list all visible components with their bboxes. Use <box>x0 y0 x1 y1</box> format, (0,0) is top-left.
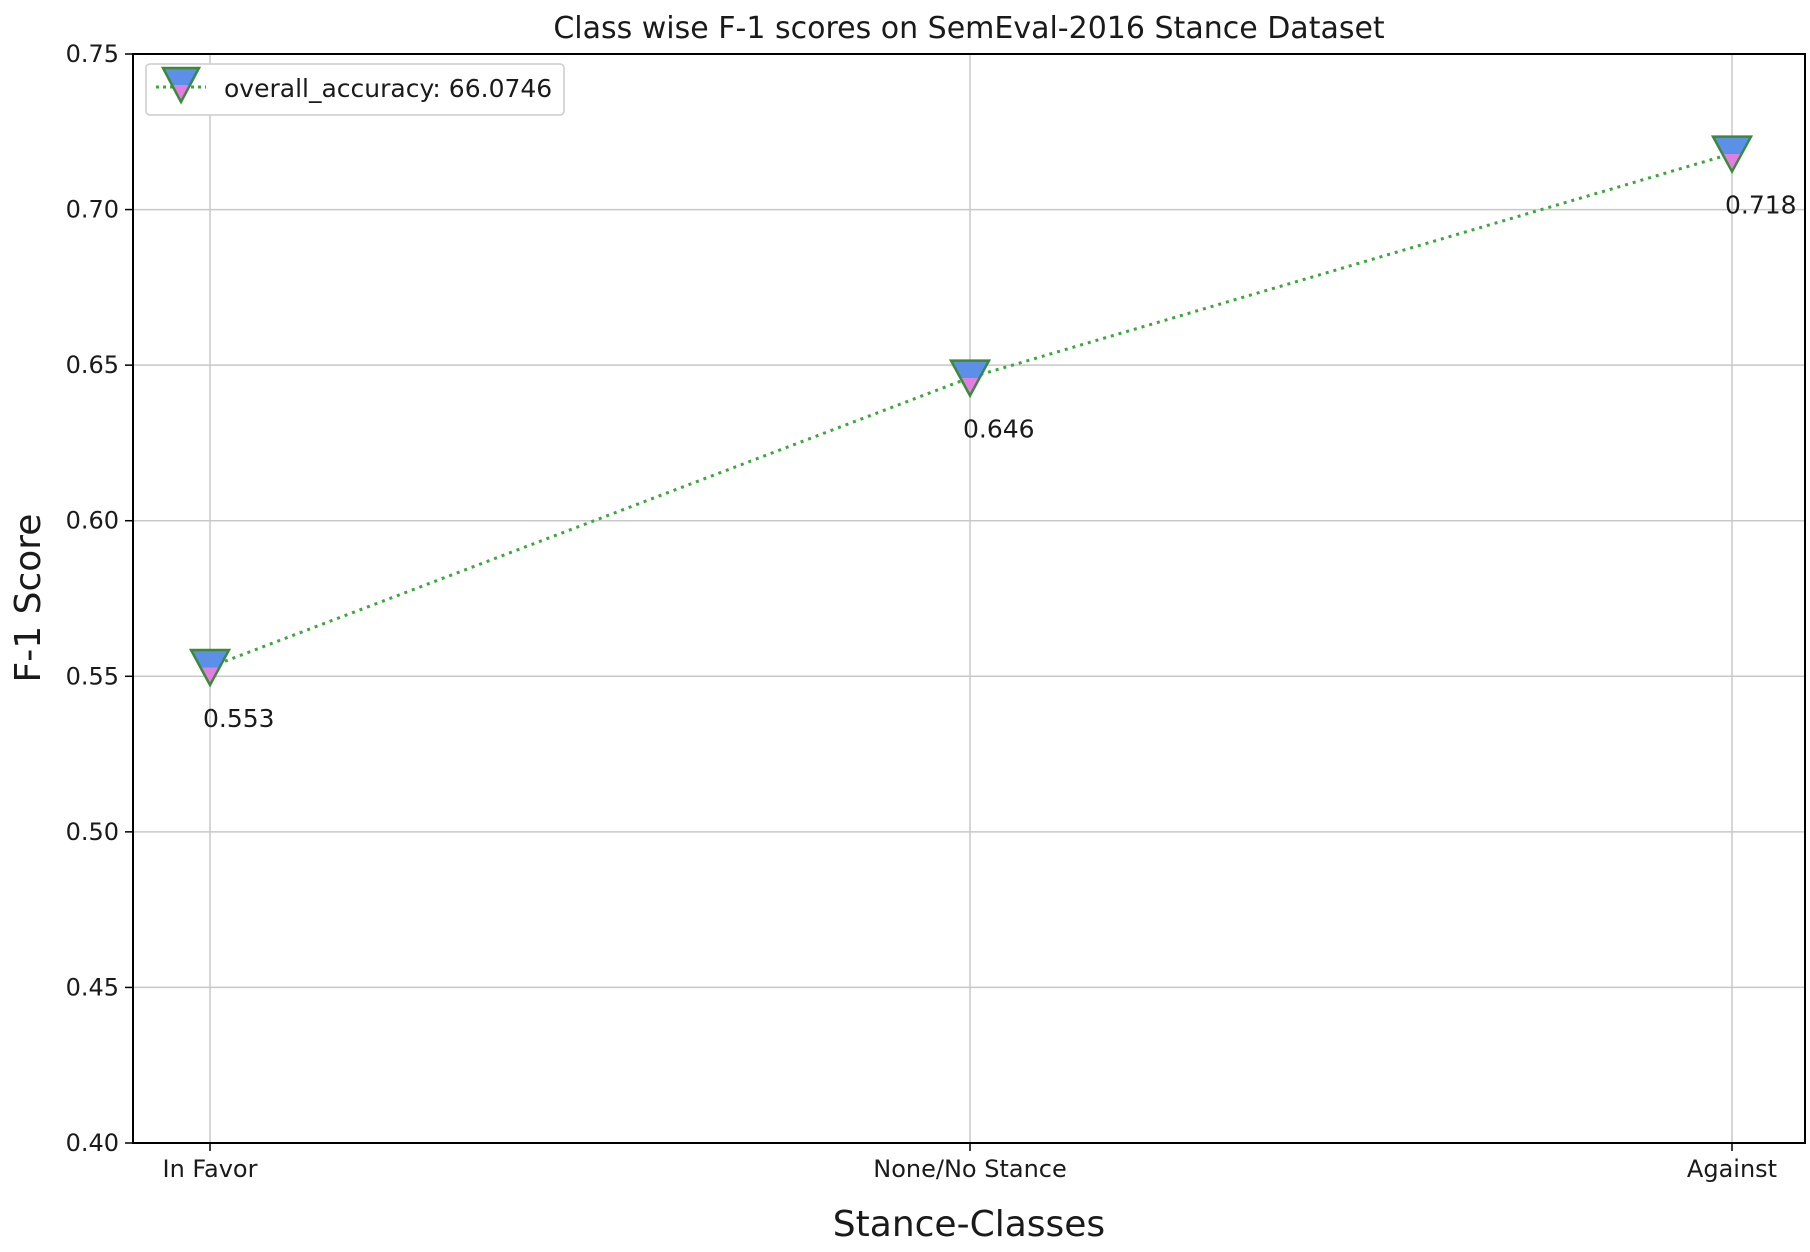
y-tick-label: 0.70 <box>66 196 119 224</box>
y-tick-label: 0.50 <box>66 818 119 846</box>
y-axis-label: F-1 Score <box>8 514 49 683</box>
data-point-marker <box>948 359 992 399</box>
data-point-marker <box>188 648 232 688</box>
legend: overall_accuracy: 66.0746 <box>145 63 565 116</box>
x-tick-label: Against <box>1687 1155 1777 1183</box>
y-tick-label: 0.60 <box>66 507 119 535</box>
series-line-layer <box>209 152 1733 669</box>
legend-label: overall_accuracy: 66.0746 <box>224 74 552 103</box>
x-axis: In Favor None/No Stance Against <box>163 1143 1777 1183</box>
data-label: 0.646 <box>963 415 1035 444</box>
y-tick-label: 0.40 <box>66 1129 119 1157</box>
y-tick-label: 0.75 <box>66 40 119 68</box>
legend-marker <box>160 66 202 105</box>
chart-title: Class wise F-1 scores on SemEval-2016 St… <box>553 11 1385 46</box>
y-tick-label: 0.65 <box>66 351 119 379</box>
y-tick-label: 0.45 <box>66 973 119 1001</box>
x-tick-label: In Favor <box>163 1155 258 1183</box>
grid <box>133 53 1805 1144</box>
x-axis-label: Stance-Classes <box>833 1204 1105 1245</box>
y-axis: 0.40 0.45 0.50 0.55 0.60 0.65 0.70 0.75 <box>66 40 133 1157</box>
y-tick-label: 0.55 <box>66 662 119 690</box>
series-line <box>209 152 1733 669</box>
plot-frame <box>132 53 1806 1144</box>
data-label: 0.553 <box>203 704 275 733</box>
x-tick-label: None/No Stance <box>873 1155 1067 1183</box>
data-label-layer: 0.553 0.646 0.718 <box>203 191 1797 733</box>
marker-layer <box>188 135 1754 688</box>
data-label: 0.718 <box>1725 191 1797 220</box>
data-point-marker <box>1710 135 1754 175</box>
legend-box <box>145 63 565 116</box>
